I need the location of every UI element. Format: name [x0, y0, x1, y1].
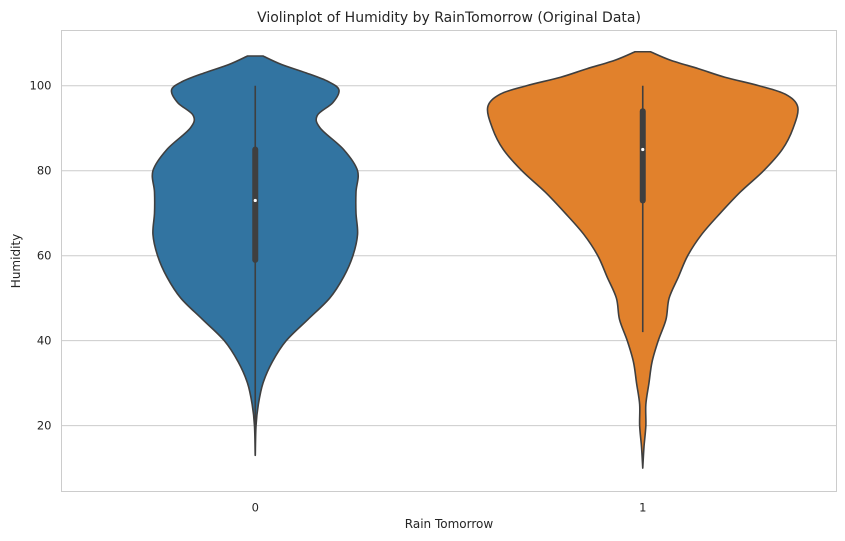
plot-frame: [61, 30, 837, 492]
y-tick-label-60: 60: [37, 249, 52, 263]
y-tick-label-40: 40: [37, 334, 52, 348]
chart-title: Violinplot of Humidity by RainTomorrow (…: [257, 10, 641, 26]
y-tick-label-80: 80: [37, 164, 52, 178]
tick-labels: 20 40 60 80 100 0 1: [30, 79, 647, 515]
x-axis-label: Rain Tomorrow: [405, 517, 494, 531]
y-tick-label-100: 100: [30, 79, 52, 93]
median-marker-1: [641, 147, 645, 152]
y-axis-label: Humidity: [9, 234, 23, 288]
inner-boxes: [252, 85, 646, 456]
median-marker-0: [253, 198, 257, 203]
x-tick-label-1: 1: [639, 501, 646, 515]
x-tick-label-0: 0: [252, 501, 259, 515]
y-tick-label-20: 20: [37, 419, 52, 433]
